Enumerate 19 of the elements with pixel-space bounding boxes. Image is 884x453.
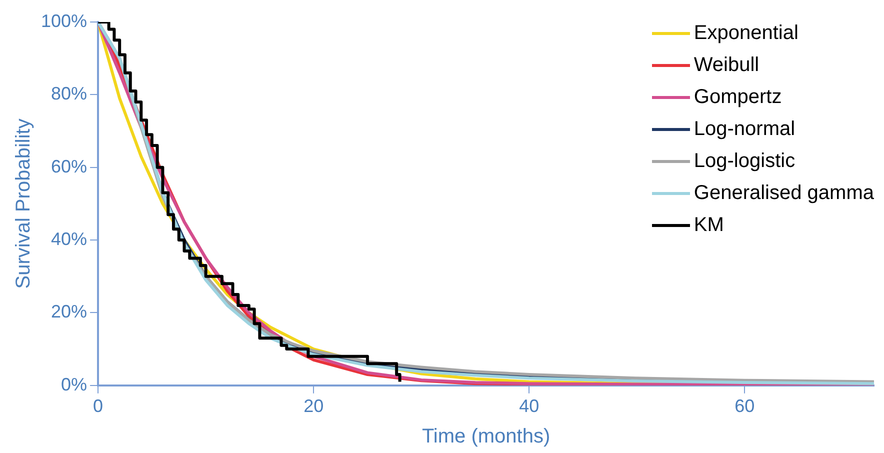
x-axis-title: Time (months)	[422, 426, 550, 448]
x-tick-label: 0	[93, 396, 104, 416]
legend-label: Weibull	[694, 53, 760, 78]
legend-label: Log-normal	[694, 117, 796, 142]
y-tick-label: 0%	[61, 374, 88, 394]
y-tick-label: 60%	[51, 156, 88, 176]
y-tick-label: 20%	[51, 302, 88, 322]
legend-label: Generalised gamma	[694, 181, 874, 206]
x-tick-label: 20	[304, 396, 324, 416]
legend-label: Log-logistic	[694, 149, 796, 174]
legend-label: Exponential	[694, 21, 798, 46]
legend-label: KM	[694, 213, 724, 238]
x-tick-label: 60	[734, 396, 755, 416]
y-tick-label: 80%	[51, 84, 88, 104]
x-tick-label: 40	[519, 396, 540, 416]
y-tick-label: 40%	[51, 229, 88, 250]
y-tick-label: 100%	[40, 10, 88, 31]
legend-label: Gompertz	[694, 85, 782, 110]
y-axis-title: Survival Probability	[12, 118, 35, 289]
